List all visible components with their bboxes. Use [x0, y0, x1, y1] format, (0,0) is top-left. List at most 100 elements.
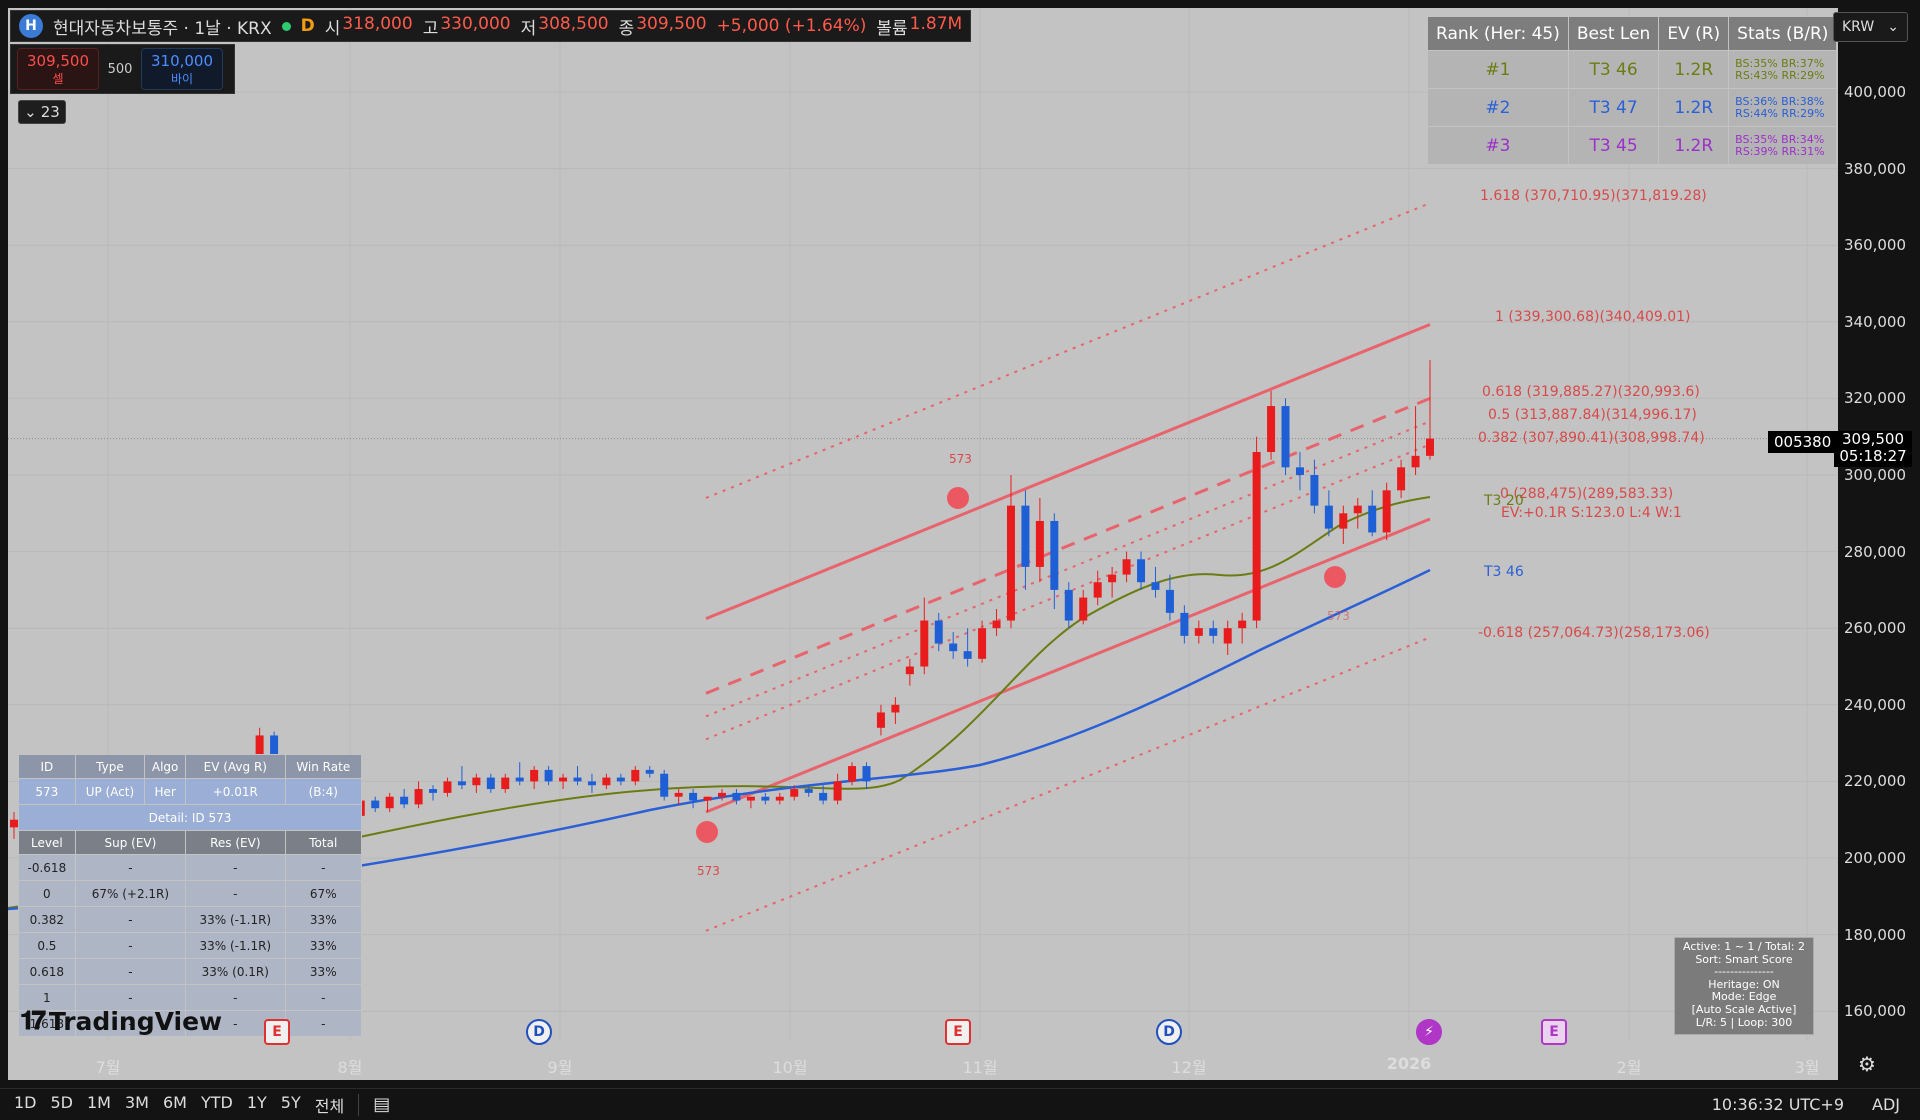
candle-body [891, 704, 900, 713]
candle [934, 612, 943, 652]
candle [1137, 551, 1146, 590]
candle [1382, 482, 1391, 541]
candle [1368, 490, 1377, 537]
candle-body [1310, 475, 1319, 506]
candle-body [1252, 452, 1261, 621]
price-tick-label: 220,000 [1843, 772, 1907, 791]
buy-label: 바이 [170, 71, 194, 86]
candle [1397, 459, 1406, 498]
table-row: 0.5-33% (-1.1R) 33% [18, 932, 363, 959]
buy-button[interactable]: 310,000 바이 [141, 48, 223, 90]
candle-body [515, 777, 524, 782]
candle [10, 812, 18, 839]
candle [1252, 436, 1261, 629]
candle-body [819, 792, 828, 801]
candle-body [876, 712, 885, 728]
candle-body [602, 777, 611, 786]
time-tick-label: 2026 [1386, 1054, 1432, 1073]
gear-icon[interactable]: ⚙ [1858, 1052, 1876, 1076]
candle [775, 792, 784, 805]
indicators-toggle-button[interactable]: ⌄ 23 [18, 100, 66, 124]
candle [1035, 497, 1044, 583]
range-button[interactable]: 3M [124, 1092, 149, 1112]
candle [1006, 475, 1015, 629]
price-tick-label: 320,000 [1843, 389, 1907, 408]
sell-button[interactable]: 309,500 셀 [17, 48, 99, 90]
candle-body [371, 800, 380, 809]
candle-body [718, 792, 726, 797]
candle-body [674, 792, 683, 797]
candle [414, 781, 423, 809]
candle-body [1079, 597, 1088, 621]
candle-body [1368, 505, 1377, 533]
candle [559, 773, 568, 790]
price-tick-label: 300,000 [1843, 466, 1907, 484]
range-button[interactable]: 6M [162, 1092, 187, 1112]
clock[interactable]: 10:36:32 UTC+9 [1711, 1095, 1844, 1114]
candle-body [1006, 505, 1015, 621]
symbol-legend[interactable]: H 현대자동차보통주 · 1날 · KRX D 시 318,000 고 330,00… [10, 10, 972, 42]
range-button[interactable]: 5Y [280, 1092, 301, 1112]
candle [1281, 398, 1290, 475]
symbol-title[interactable]: 현대자동차보통주 · 1날 · KRX [53, 18, 272, 39]
pivot-circle [1324, 566, 1346, 588]
candle [573, 766, 582, 786]
candle [1353, 497, 1362, 529]
candle [1223, 620, 1232, 656]
candle-body [949, 643, 958, 652]
earnings-event-icon[interactable]: E [264, 1019, 290, 1045]
candle-body [746, 796, 755, 801]
candle [978, 620, 987, 663]
currency-label: KRW [1842, 19, 1875, 35]
adj-toggle[interactable]: ADJ [1872, 1095, 1900, 1114]
tradingview-logo[interactable]: 𝟏𝟕 TradingView [20, 1006, 223, 1036]
candle [1108, 566, 1117, 598]
range-button[interactable]: YTD [200, 1092, 233, 1112]
time-tick-label: 10월 [772, 1058, 808, 1077]
candle-body [1137, 559, 1146, 583]
candle-body [1064, 589, 1073, 621]
candle [876, 704, 885, 736]
candle-body [1223, 628, 1232, 644]
currency-selector[interactable]: KRW ⌄ [1833, 12, 1908, 42]
range-button[interactable]: 1D [14, 1092, 37, 1112]
candle [689, 789, 698, 809]
earnings-event-icon[interactable]: E [945, 1019, 971, 1045]
candle-body [1324, 505, 1333, 529]
chevron-down-icon: ⌄ [1887, 19, 1899, 35]
candle [862, 762, 871, 790]
candle [1122, 551, 1131, 583]
dividend-event-icon[interactable]: D [1156, 1019, 1182, 1045]
candle-body [1093, 582, 1102, 598]
table-row: 1--- [18, 984, 363, 1011]
candle-body [848, 766, 857, 782]
earnings-upcoming-event-icon[interactable]: E [1541, 1019, 1567, 1045]
candle-body [934, 620, 943, 644]
dividend-event-icon[interactable]: D [526, 1019, 552, 1045]
candle-body [443, 781, 452, 793]
fib-level-05: 0.5 (313,887.84)(314,996.17) [1488, 407, 1697, 423]
candle [703, 796, 712, 813]
sell-label: 셀 [52, 71, 64, 86]
lightning-event-icon[interactable]: ⚡ [1416, 1019, 1442, 1045]
open-value: 시 318,000 [324, 13, 413, 39]
active-pivot-row[interactable]: 573 UP (Act) Her +0.01R (B:4) [18, 778, 363, 805]
candle [1209, 620, 1218, 644]
calendar-icon[interactable]: ▤ [373, 1094, 391, 1115]
sell-price: 309,500 [26, 51, 90, 70]
candle [963, 628, 972, 667]
candle [530, 766, 539, 790]
candle [501, 773, 510, 793]
pivot-circle [696, 821, 718, 843]
candle [920, 597, 929, 675]
last-price-tag: 309,500 05:18:27 [1834, 431, 1912, 467]
candle [631, 766, 640, 786]
pivot-markers [696, 487, 1346, 843]
range-button[interactable]: 5D [50, 1092, 74, 1112]
range-button[interactable]: 1Y [246, 1092, 267, 1112]
fib-level-minus-0618: -0.618 (257,064.73)(258,173.06) [1478, 625, 1710, 641]
candle [1295, 452, 1304, 491]
range-button[interactable]: 1M [87, 1092, 111, 1112]
range-button[interactable]: 전체 [314, 1096, 345, 1116]
